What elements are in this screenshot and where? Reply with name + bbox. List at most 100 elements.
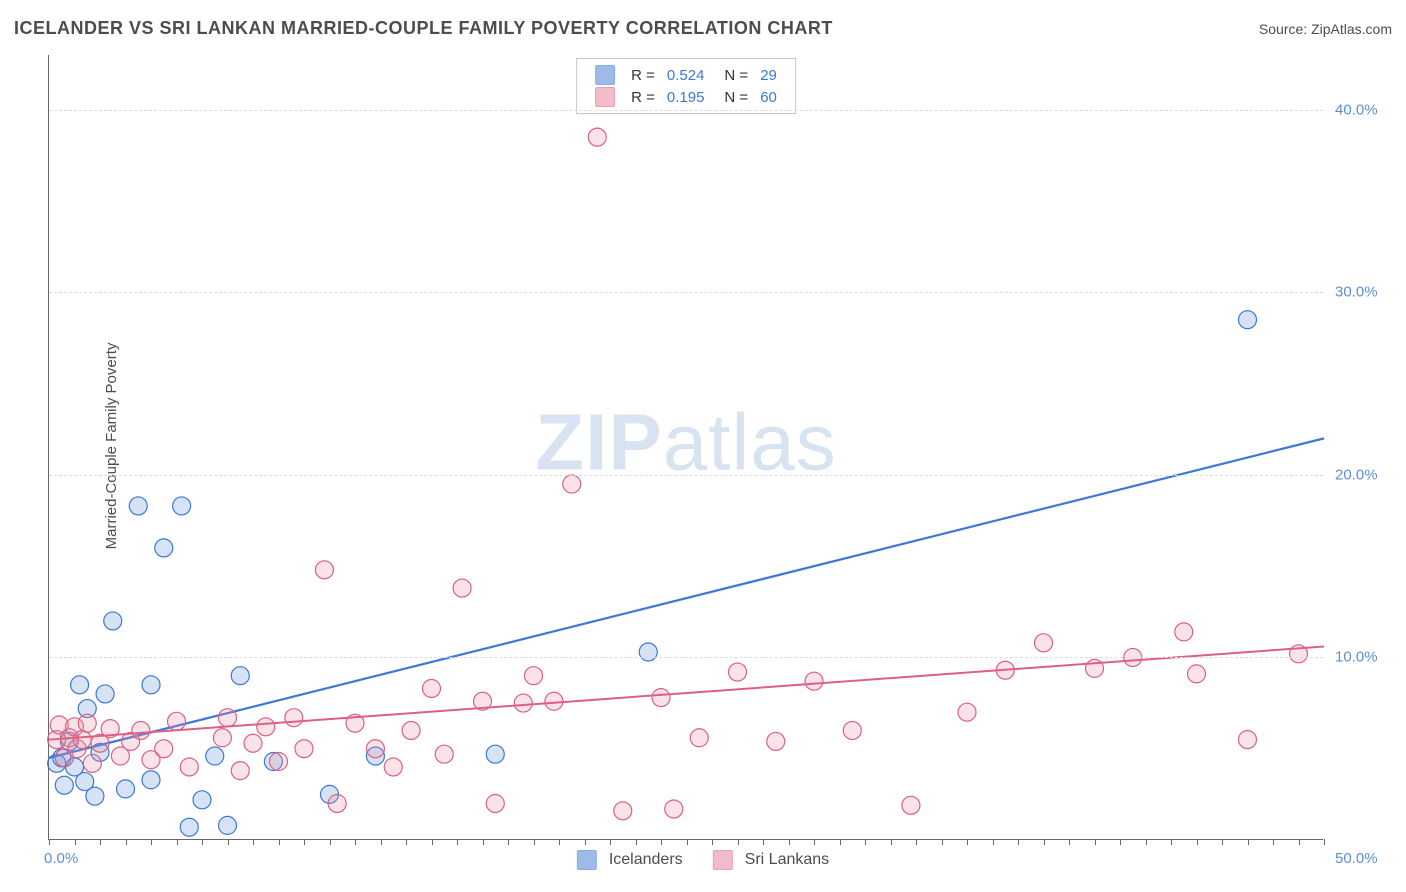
data-point-sri_lankans <box>453 579 471 597</box>
data-point-icelanders <box>193 791 211 809</box>
plot-area: ZIPatlas R = 0.524 N = 29 R = 0.195 N = … <box>48 55 1323 840</box>
y-tick-label: 20.0% <box>1335 466 1378 483</box>
x-tick <box>865 839 866 845</box>
gridline <box>49 110 1323 111</box>
data-point-sri_lankans <box>563 475 581 493</box>
x-tick <box>687 839 688 845</box>
swatch-icelanders <box>595 65 615 85</box>
x-tick <box>967 839 968 845</box>
x-tick <box>636 839 637 845</box>
x-tick <box>1120 839 1121 845</box>
source-label: Source: <box>1259 21 1307 37</box>
data-point-sri_lankans <box>902 796 920 814</box>
x-tick <box>151 839 152 845</box>
data-point-sri_lankans <box>1239 731 1257 749</box>
y-tick-label: 40.0% <box>1335 101 1378 118</box>
data-point-sri_lankans <box>805 672 823 690</box>
data-point-sri_lankans <box>690 729 708 747</box>
x-tick <box>100 839 101 845</box>
gridline <box>49 292 1323 293</box>
x-tick <box>355 839 356 845</box>
x-tick <box>279 839 280 845</box>
gridline <box>49 657 1323 658</box>
x-tick <box>381 839 382 845</box>
source-name: ZipAtlas.com <box>1311 21 1392 37</box>
data-point-sri_lankans <box>525 667 543 685</box>
x-tick <box>508 839 509 845</box>
x-tick <box>177 839 178 845</box>
gridline <box>49 475 1323 476</box>
data-point-sri_lankans <box>285 709 303 727</box>
data-point-icelanders <box>219 816 237 834</box>
legend-row-srilankans: R = 0.195 N = 60 <box>589 86 783 108</box>
swatch-srilankans-bottom <box>713 850 733 870</box>
data-point-sri_lankans <box>843 721 861 739</box>
data-point-sri_lankans <box>270 753 288 771</box>
legend-correlation: R = 0.524 N = 29 R = 0.195 N = 60 <box>576 58 796 114</box>
x-tick <box>202 839 203 845</box>
x-tick <box>1299 839 1300 845</box>
data-point-sri_lankans <box>213 729 231 747</box>
x-tick <box>1095 839 1096 845</box>
data-point-sri_lankans <box>83 754 101 772</box>
data-point-sri_lankans <box>366 740 384 758</box>
x-tick <box>1222 839 1223 845</box>
data-point-sri_lankans <box>423 679 441 697</box>
x-tick <box>1146 839 1147 845</box>
x-tick <box>1197 839 1198 845</box>
swatch-srilankans <box>595 87 615 107</box>
data-point-sri_lankans <box>652 689 670 707</box>
x-tick <box>1248 839 1249 845</box>
legend-item-srilankans: Sri Lankans <box>713 850 830 870</box>
data-point-icelanders <box>206 747 224 765</box>
x-tick <box>228 839 229 845</box>
x-tick <box>1324 839 1325 845</box>
data-point-sri_lankans <box>402 721 420 739</box>
trend-line-icelanders <box>49 438 1324 757</box>
x-tick <box>406 839 407 845</box>
r-value-srilankans: 0.195 <box>661 86 711 108</box>
x-tick <box>712 839 713 845</box>
data-point-icelanders <box>104 612 122 630</box>
data-point-icelanders <box>71 676 89 694</box>
x-tick <box>763 839 764 845</box>
x-tick <box>1273 839 1274 845</box>
data-point-icelanders <box>1239 311 1257 329</box>
x-tick <box>942 839 943 845</box>
data-point-icelanders <box>142 771 160 789</box>
data-point-icelanders <box>155 539 173 557</box>
data-point-sri_lankans <box>588 128 606 146</box>
x-tick <box>304 839 305 845</box>
x-tick <box>1069 839 1070 845</box>
n-label: N = <box>724 67 748 84</box>
data-point-icelanders <box>231 667 249 685</box>
data-point-sri_lankans <box>132 721 150 739</box>
data-point-sri_lankans <box>73 731 91 749</box>
legend-row-icelanders: R = 0.524 N = 29 <box>589 64 783 86</box>
x-tick <box>49 839 50 845</box>
x-tick <box>483 839 484 845</box>
x-tick <box>457 839 458 845</box>
r-value-icelanders: 0.524 <box>661 64 711 86</box>
x-tick <box>585 839 586 845</box>
legend-label-srilankans: Sri Lankans <box>745 851 830 869</box>
x-tick <box>661 839 662 845</box>
source-attribution: Source: ZipAtlas.com <box>1259 21 1392 37</box>
data-point-sri_lankans <box>486 794 504 812</box>
data-point-sri_lankans <box>328 794 346 812</box>
data-point-icelanders <box>142 676 160 694</box>
data-point-sri_lankans <box>231 762 249 780</box>
data-point-sri_lankans <box>257 718 275 736</box>
x-tick <box>432 839 433 845</box>
data-point-icelanders <box>96 685 114 703</box>
data-point-sri_lankans <box>958 703 976 721</box>
legend-series: Icelanders Sri Lankans <box>577 850 829 870</box>
x-tick <box>916 839 917 845</box>
x-axis-max-label: 50.0% <box>1335 850 1378 867</box>
data-point-sri_lankans <box>295 740 313 758</box>
data-point-sri_lankans <box>78 714 96 732</box>
n-value-icelanders: 29 <box>754 64 783 86</box>
x-tick <box>75 839 76 845</box>
x-tick <box>534 839 535 845</box>
data-point-sri_lankans <box>1175 623 1193 641</box>
